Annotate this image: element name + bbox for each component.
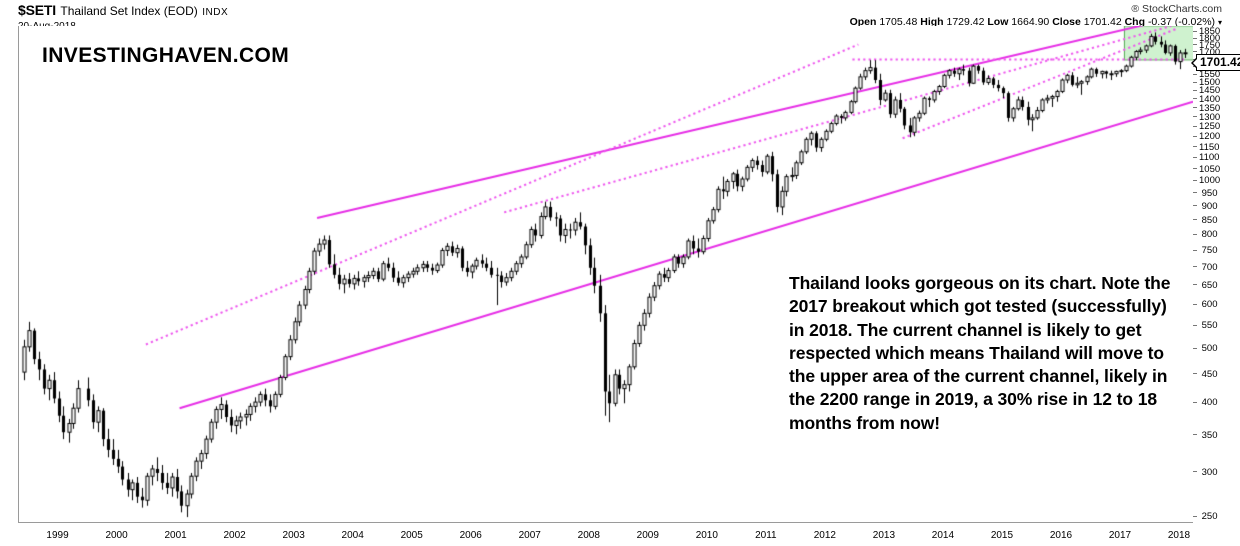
y-axis-tick: 1750 [1193,41,1220,50]
stockcharts-brand: ® StockCharts.com [1131,3,1222,15]
x-axis-tick: 2002 [223,530,246,541]
x-axis-tick: 2016 [1049,530,1073,541]
y-axis-tick: 600 [1193,300,1218,309]
low-value: 1664.90 [1011,16,1050,28]
y-axis-tick: 1550 [1193,70,1220,80]
y-axis-tick: 900 [1193,202,1218,211]
chg-label: Chg [1124,16,1146,28]
y-axis-tick: 1800 [1193,34,1220,43]
symbol-ticker[interactable]: $SETI [18,2,56,18]
y-axis-tick: 850 [1193,216,1218,225]
x-axis-tick: 2001 [164,530,187,541]
x-axis-tick: 2009 [636,530,659,541]
watermark: INVESTINGHAVEN.COM [42,44,290,67]
price-plot-area[interactable] [18,26,1193,523]
y-axis-tick: 450 [1193,370,1218,379]
x-axis-tick: 2003 [282,530,305,541]
y-axis-tick: 1250 [1193,122,1220,132]
x-axis-tick: 2011 [755,530,777,541]
chart-header: $SETI Thailand Set Index (EOD) INDX 20-A… [18,2,1222,32]
x-axis-tick: 2013 [872,530,896,541]
y-axis-tick: 550 [1193,321,1218,330]
x-axis-tick: 2010 [695,530,718,541]
y-axis-tick: 800 [1193,230,1218,240]
x-axis-tick: 2018 [1167,530,1191,541]
high-label: High [920,16,944,28]
y-axis-tick: 400 [1193,398,1218,408]
symbol-name: Thailand Set Index (EOD) [60,4,198,18]
quote-bar: Open 1705.48 High 1729.42 Low 1664.90 Cl… [850,16,1222,28]
y-axis-tick: 1350 [1193,104,1220,113]
x-axis: 1999 2000 2001 2002 2003 2004 2005 2006 2007 2008… [18,524,1193,544]
y-axis-tick: 1850 [1193,27,1220,37]
y-axis-tick: 1000 [1193,176,1220,186]
chevron-down-icon[interactable]: ▾ [1217,18,1222,27]
y-axis-tick: 750 [1193,246,1218,255]
close-label: Close [1052,16,1081,28]
y-axis-tick: 1200 [1193,132,1220,142]
last-price-tag: 1701.42 [1190,54,1240,71]
y-axis-tick: 1450 [1193,86,1220,96]
x-axis-tick: 2004 [341,530,364,541]
x-axis-tick: 2000 [105,530,128,541]
y-axis-tick: 1500 [1193,78,1220,87]
y-axis-tick: 1300 [1193,113,1220,122]
y-axis-tick: 1400 [1193,95,1220,104]
open-label: Open [849,16,877,28]
y-axis: 1850180017501700165016001550150014501400… [1193,26,1240,523]
x-axis-tick: 2014 [931,530,955,541]
low-label: Low [987,16,1009,28]
y-axis-tick: 1050 [1193,164,1220,174]
y-axis-tick: 950 [1193,189,1218,198]
x-axis-tick: 2006 [459,530,482,541]
x-axis-tick: 2012 [813,530,836,541]
analysis-annotation: Thailand looks gorgeous on its chart. No… [789,273,1171,433]
y-axis-tick: 250 [1193,512,1218,521]
y-axis-tick: 350 [1193,430,1218,440]
open-value: 1705.48 [879,16,918,28]
y-axis-tick: 500 [1193,344,1218,354]
x-axis-tick: 2017 [1108,530,1132,541]
symbol-type: INDX [202,7,229,18]
y-axis-tick: 300 [1193,468,1218,477]
high-value: 1729.42 [946,16,985,28]
y-axis-tick: 1700 [1193,48,1220,57]
x-axis-tick: 2008 [577,530,600,541]
x-axis-tick: 2015 [990,530,1014,541]
x-axis-tick: 1999 [46,530,69,541]
candlestick-canvas[interactable] [19,26,1193,522]
x-axis-tick: 2005 [400,530,423,541]
x-axis-tick: 2007 [518,530,541,541]
close-value: 1701.42 [1083,16,1122,28]
chg-value: -0.37 (-0.02%) [1147,16,1216,28]
y-axis-tick: 1150 [1193,142,1219,152]
y-axis-tick: 700 [1193,263,1218,272]
y-axis-tick: 650 [1193,280,1218,290]
y-axis-tick: 1100 [1193,153,1219,163]
